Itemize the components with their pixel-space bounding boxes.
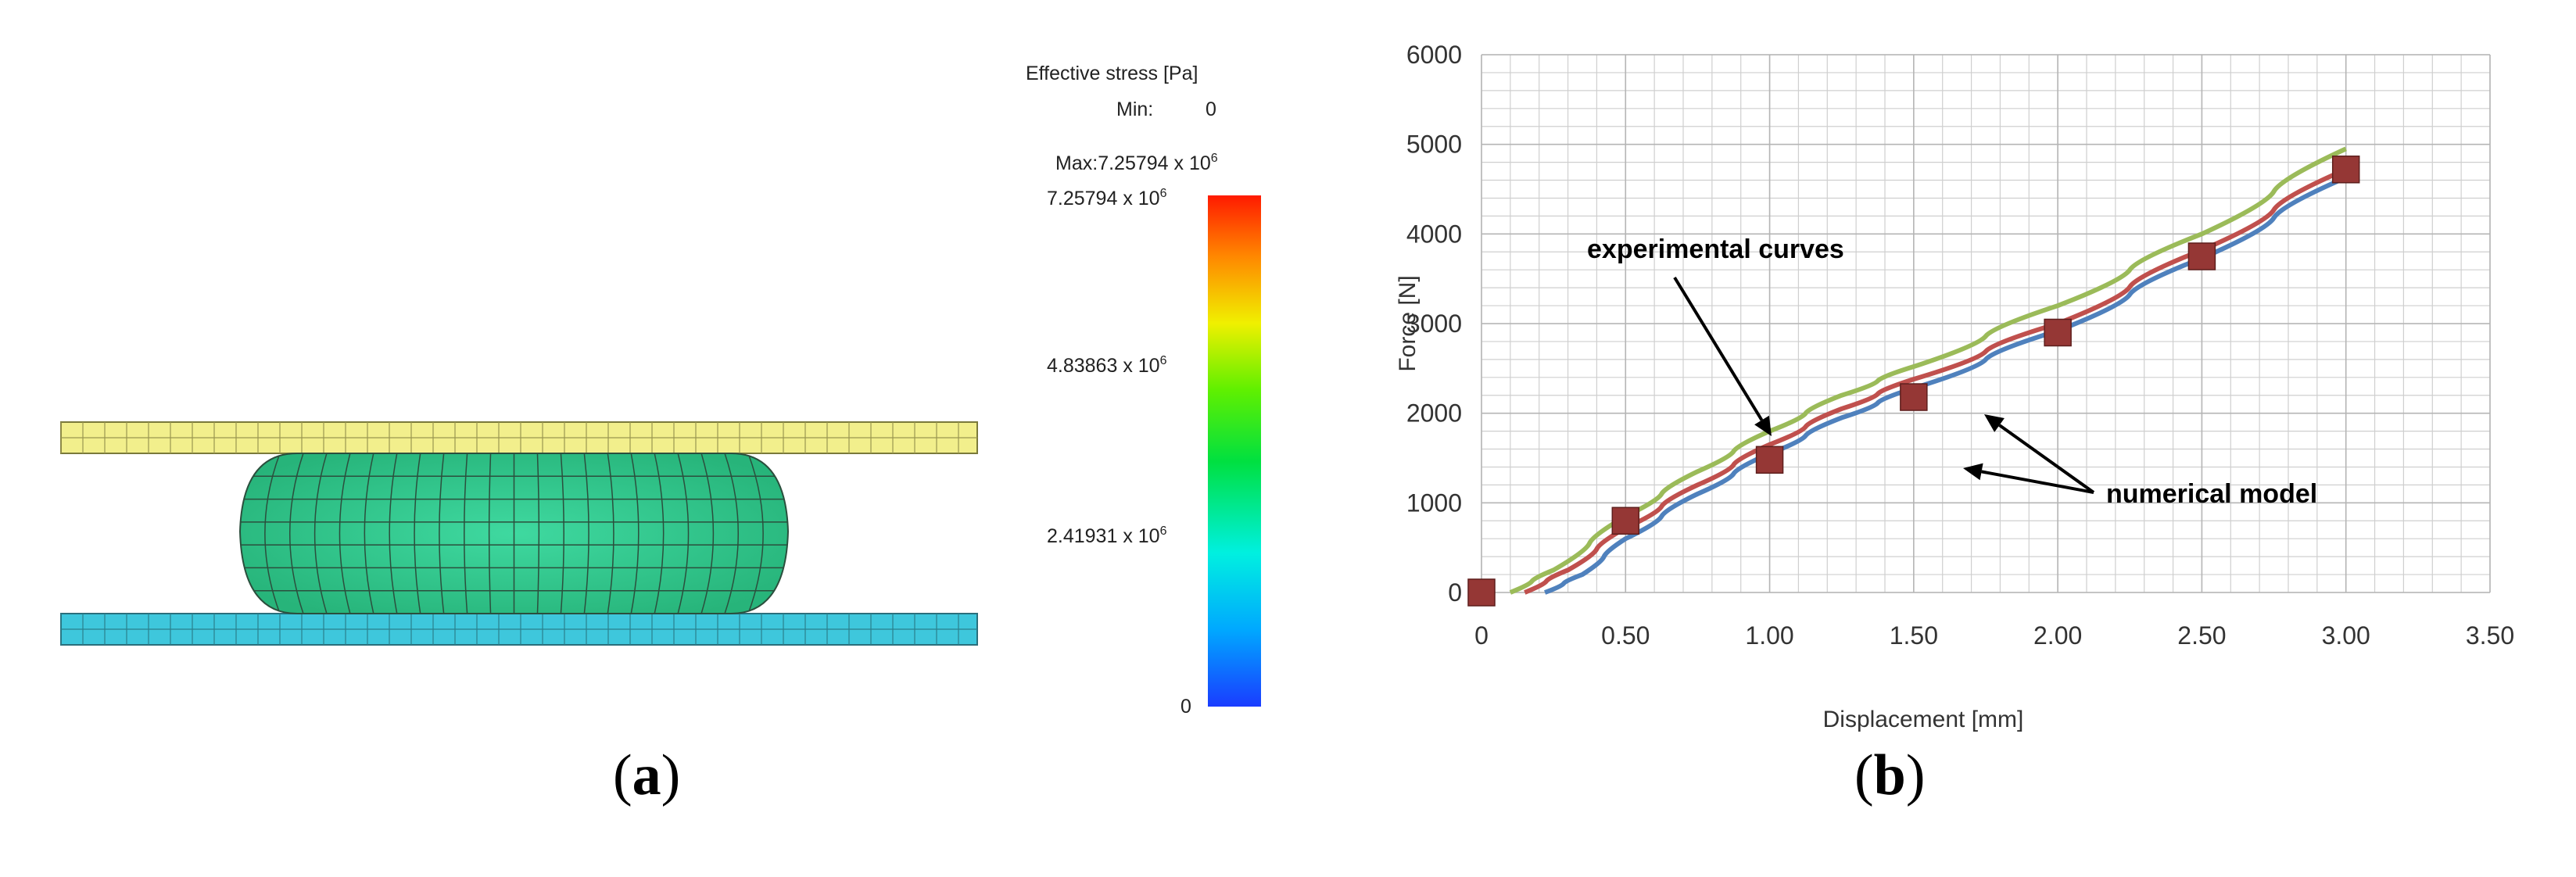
mesh-line <box>289 453 304 614</box>
mesh-line <box>677 453 690 614</box>
mesh-line <box>414 453 421 614</box>
bottom-plate-mesh <box>60 613 978 646</box>
x-tick-label: 3.50 <box>2466 621 2514 650</box>
x-tick-label: 2.50 <box>2177 621 2226 650</box>
data-point-marker <box>1611 507 1640 535</box>
legend-max-value: 7.25794 x 10 <box>1098 152 1211 174</box>
legend-tick-mantissa: 2.41931 x 10 <box>1047 525 1160 547</box>
mesh-line <box>607 453 614 614</box>
mesh-line <box>560 453 564 614</box>
caption-a: (a) <box>613 743 680 809</box>
caption-a-close: ) <box>661 743 681 807</box>
data-point-marker <box>2331 156 2360 184</box>
caption-b-close: ) <box>1905 743 1926 807</box>
data-point-marker <box>2044 318 2072 347</box>
data-point-marker <box>1755 446 1784 474</box>
legend-tick-label: 2.41931 x 106 <box>1047 524 1167 547</box>
caption-b: (b) <box>1854 743 1925 809</box>
mesh-line <box>389 453 398 614</box>
caption-b-letter: b <box>1873 743 1906 807</box>
series-line <box>1544 175 2347 595</box>
legend-tick-label: 7.25794 x 106 <box>1047 187 1167 209</box>
caption-b-open: ( <box>1854 743 1874 807</box>
annotation-arrowhead <box>1963 463 1983 481</box>
mesh-line <box>313 453 328 614</box>
annotation-numerical-model: numerical model <box>2106 479 2317 509</box>
mesh-line <box>747 453 764 614</box>
mesh-line <box>700 453 715 614</box>
y-tick-label: 1000 <box>1406 489 1462 517</box>
y-tick-label: 3000 <box>1406 310 1462 338</box>
mesh-line <box>464 453 468 614</box>
mesh-line <box>654 453 665 614</box>
force-displacement-chart: 0 1000 2000 3000 4000 5000 6000 0 0.50 1.00 1.50 2.… <box>1395 41 2514 732</box>
annotation-arrowhead <box>1984 414 2005 432</box>
x-tick-label: 1.00 <box>1745 621 1793 650</box>
mesh-line <box>439 453 445 614</box>
mesh-line <box>364 453 374 614</box>
mesh-line <box>339 453 351 614</box>
fem-stress-plot: Effective stress [Pa] Min: 0 Max:7.25794… <box>60 63 1261 718</box>
legend-tick-label: 0 <box>1181 696 1191 718</box>
legend-max-line: Max:7.25794 x 106 <box>1055 152 1218 174</box>
legend-tick-exp: 6 <box>1160 187 1167 200</box>
mesh-line <box>583 453 589 614</box>
y-tick-label: 6000 <box>1406 41 1462 69</box>
legend-tick-mantissa: 7.25794 x 10 <box>1047 188 1160 209</box>
stress-legend: Effective stress [Pa] Min: 0 Max:7.25794… <box>1026 63 1261 718</box>
y-tick-label: 5000 <box>1406 131 1462 159</box>
legend-max-exp: 6 <box>1211 152 1218 165</box>
color-scale-bar <box>1208 195 1261 707</box>
y-tick-label: 4000 <box>1406 220 1462 248</box>
legend-max-prefix: Max: <box>1055 152 1098 174</box>
series-line <box>1524 167 2347 595</box>
x-tick-label: 2.00 <box>2033 621 2082 650</box>
data-point-marker <box>1467 578 1496 607</box>
annotation-arrow <box>1673 276 1764 421</box>
panel-a: Effective stress [Pa] Min: 0 Max:7.25794… <box>0 0 1282 873</box>
compressed-specimen-mesh <box>238 453 790 614</box>
x-tick-label: 0.50 <box>1601 621 1650 650</box>
legend-min-label: Min: <box>1116 98 1153 120</box>
x-axis-label: Displacement [mm] <box>1823 707 2024 732</box>
annotation-arrow <box>1998 424 2095 494</box>
legend-tick-mantissa: 4.83863 x 10 <box>1047 355 1160 377</box>
y-tick-label: 2000 <box>1406 399 1462 428</box>
data-point-marker <box>1900 383 1928 411</box>
series-line <box>1509 146 2347 595</box>
legend-min-value: 0 <box>1206 98 1216 120</box>
y-axis-label: Force [N] <box>1395 275 1421 371</box>
x-tick-label: 3.00 <box>2322 621 2370 650</box>
top-plate-mesh <box>60 421 978 454</box>
x-tick-label: 1.50 <box>1890 621 1938 650</box>
panel-b: 0 1000 2000 3000 4000 5000 6000 0 0.50 1.00 1.50 2.… <box>1282 0 2576 873</box>
y-tick-label: 0 <box>1448 578 1462 607</box>
mesh-line <box>488 453 492 614</box>
x-tick-label: 0 <box>1474 621 1489 650</box>
legend-tick-exp: 6 <box>1160 354 1167 367</box>
annotation-arrow <box>1981 470 2094 494</box>
legend-tick-mantissa: 0 <box>1181 696 1191 718</box>
legend-tick-label: 4.83863 x 106 <box>1047 354 1167 377</box>
annotation-experimental-curves: experimental curves <box>1587 234 1844 264</box>
annotation-arrowhead <box>1754 415 1772 436</box>
mesh-line <box>536 453 540 614</box>
legend-title: Effective stress [Pa] <box>1026 63 1198 84</box>
mesh-line <box>264 453 281 614</box>
caption-a-open: ( <box>613 743 632 807</box>
mesh-line <box>724 453 739 614</box>
data-point-marker <box>2187 242 2216 270</box>
mesh-line <box>630 453 640 614</box>
legend-tick-exp: 6 <box>1160 524 1167 538</box>
caption-a-letter: a <box>632 743 661 807</box>
